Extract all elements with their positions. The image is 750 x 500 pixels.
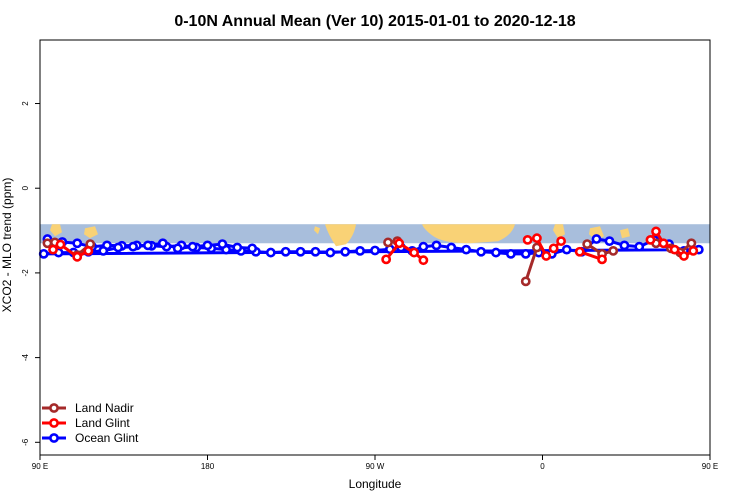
data-point-1-0-2 xyxy=(72,251,83,262)
legend-label-0: Land Nadir xyxy=(75,401,134,415)
data-point-0-5-3 xyxy=(686,238,697,249)
x-axis: 90 E 180 90 W 0 90 E xyxy=(32,455,718,471)
data-point-1-3-0 xyxy=(548,243,559,254)
data-point-2-0-29 xyxy=(461,244,472,255)
legend-marker-0 xyxy=(49,403,59,413)
y-tick-label-1: -4 xyxy=(21,354,30,362)
data-point-2-0-59 xyxy=(232,242,243,253)
data-point-2-0-54 xyxy=(157,238,168,249)
data-point-2-0-17 xyxy=(295,246,306,257)
data-point-1-5-0 xyxy=(645,234,656,245)
data-point-1-2-2 xyxy=(541,251,552,261)
data-point-2-0-32 xyxy=(505,248,516,259)
x-axis-label: Longitude xyxy=(349,477,402,491)
data-point-1-4-0 xyxy=(574,246,585,257)
data-point-2-0-60 xyxy=(247,243,258,254)
data-point-2-0-52 xyxy=(128,241,138,252)
data-point-2-0-50 xyxy=(98,245,109,256)
data-point-1-0-3 xyxy=(83,245,94,256)
series-land-glint xyxy=(48,226,699,266)
data-point-2-0-39 xyxy=(604,236,615,247)
data-point-0-4-0 xyxy=(582,239,593,250)
data-point-1-4-1 xyxy=(597,254,607,265)
legend-label-1: Land Glint xyxy=(75,416,130,430)
legend-label-2: Ocean Glint xyxy=(75,431,139,445)
data-point-2-0-15 xyxy=(265,247,276,258)
data-point-2-0-41 xyxy=(634,241,645,252)
data-point-2-0-2 xyxy=(72,238,83,249)
data-point-1-5-4 xyxy=(679,251,689,261)
data-point-2-0-19 xyxy=(325,247,336,258)
x-tick-label-3: 0 xyxy=(540,462,545,471)
observation-band xyxy=(40,224,710,244)
data-point-2-0-18 xyxy=(310,246,321,257)
data-point-2-0-46 xyxy=(38,248,49,259)
data-point-2-0-30 xyxy=(476,246,486,257)
data-point-1-1-1 xyxy=(394,238,405,249)
data-point-0-3-0 xyxy=(520,276,531,287)
continent-shapes xyxy=(50,224,630,247)
data-point-1-1-2 xyxy=(409,247,419,258)
data-point-2-0-40 xyxy=(619,240,630,251)
data-point-1-5-5 xyxy=(688,245,699,256)
borneo-shape xyxy=(50,224,62,237)
y-tick-label-2: -2 xyxy=(21,269,30,277)
chart-title: 0-10N Annual Mean (Ver 10) 2015-01-01 to… xyxy=(174,13,575,30)
y-tick-label-3: 0 xyxy=(21,185,30,190)
data-point-2-0-22 xyxy=(370,245,380,256)
data-point-2-0-31 xyxy=(491,247,501,258)
central-america-shape xyxy=(314,226,320,235)
data-point-1-3-1 xyxy=(556,236,567,247)
data-point-2-0-26 xyxy=(418,241,429,252)
data-point-1-0-0 xyxy=(48,244,58,255)
africa-shape xyxy=(422,224,515,244)
data-point-1-2-1 xyxy=(532,233,542,244)
data-point-2-0-58 xyxy=(217,239,228,250)
data-point-0-2-0 xyxy=(383,237,393,248)
data-point-1-0-1 xyxy=(55,239,66,250)
data-point-1-1-3 xyxy=(418,255,429,266)
legend-marker-1 xyxy=(49,418,59,428)
series-line-0-3 xyxy=(524,247,539,282)
new-guinea-shape xyxy=(84,226,98,239)
legend-marker-2 xyxy=(49,433,59,443)
data-point-2-0-51 xyxy=(113,242,124,253)
x-tick-label-2: 90 W xyxy=(366,462,385,471)
south-america-shape xyxy=(325,224,356,247)
data-point-2-0-28 xyxy=(446,242,457,253)
y-axis: -6 -4 -2 0 2 xyxy=(21,101,40,446)
data-point-2-0-56 xyxy=(187,241,198,252)
x-tick-label-1: 180 xyxy=(201,462,215,471)
y-tick-label-4: 2 xyxy=(21,101,30,106)
x-tick-label-4: 90 E xyxy=(702,462,718,471)
data-point-1-2-0 xyxy=(522,234,533,245)
series-line-1-1 xyxy=(385,241,425,262)
data-point-2-0-38 xyxy=(591,234,602,244)
data-point-2-0-20 xyxy=(340,246,351,257)
data-point-1-5-3 xyxy=(669,244,680,255)
data-point-2-0-57 xyxy=(202,240,213,251)
data-point-1-5-2 xyxy=(658,238,669,249)
data-point-1-5-1 xyxy=(651,226,661,237)
plot-area xyxy=(38,39,711,456)
data-point-2-0-33 xyxy=(520,248,531,259)
island-shape xyxy=(620,228,630,239)
x-tick-label-0: 90 E xyxy=(32,462,48,471)
data-point-2-0-53 xyxy=(143,240,153,251)
data-point-0-0-0 xyxy=(42,238,53,249)
data-point-2-0-21 xyxy=(355,245,366,256)
data-point-2-0-16 xyxy=(280,246,291,257)
data-point-1-1-0 xyxy=(381,254,392,265)
series-layer xyxy=(38,226,704,287)
latitude-band xyxy=(40,224,710,244)
data-point-2-0-27 xyxy=(431,240,442,251)
sumatra-shape xyxy=(553,224,565,239)
data-point-2-0-36 xyxy=(561,244,572,255)
y-axis-label: XCO2 - MLO trend (ppm) xyxy=(0,178,14,313)
y-tick-label-0: -6 xyxy=(21,438,30,446)
data-point-0-4-2 xyxy=(608,245,619,256)
data-point-2-0-55 xyxy=(172,243,183,254)
